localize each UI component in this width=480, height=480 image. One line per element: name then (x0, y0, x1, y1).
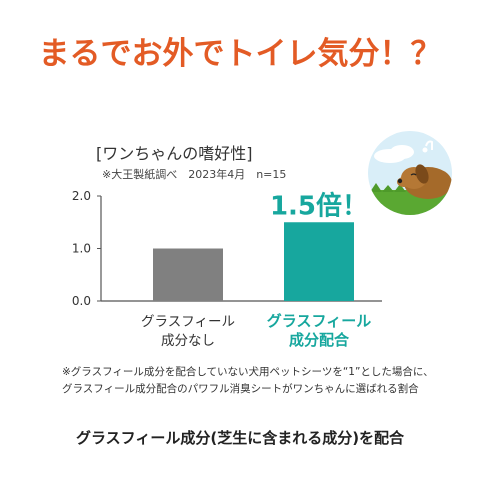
y-tick-label: 2.0 (72, 189, 91, 203)
category-label: 成分配合 (289, 331, 350, 349)
chart-title: [ワンちゃんの嗜好性] (96, 144, 253, 163)
dog-on-grass-icon (360, 128, 460, 222)
footnote: ※グラスフィール成分を配合していない犬用ペットシーツを“1”とした場合に、 グラ… (62, 364, 442, 398)
footnote-line: ※グラスフィール成分を配合していない犬用ペットシーツを“1”とした場合に、 (62, 366, 434, 378)
y-tick-label: 1.0 (72, 242, 91, 256)
footnote-line: グラスフィール成分配合のパワフル消臭シートがワンちゃんに選ばれる割合 (62, 383, 419, 395)
headline: まるでお外でトイレ気分！？ (38, 36, 442, 72)
category-label: グラスフィール (141, 314, 235, 330)
category-label: グラスフィール (267, 312, 371, 330)
data-label: 1.5倍！ (270, 190, 368, 221)
ingredient-statement: グラスフィール成分(芝生に含まれる成分)を配合 (75, 429, 405, 447)
category-label: 成分なし (161, 333, 215, 349)
bar-without-grass-feel (153, 248, 223, 301)
bar-with-grass-feel (284, 222, 354, 301)
chart-source: ※大王製紙調べ 2023年4月 n=15 (102, 168, 287, 181)
y-tick-label: 0.0 (72, 294, 91, 308)
